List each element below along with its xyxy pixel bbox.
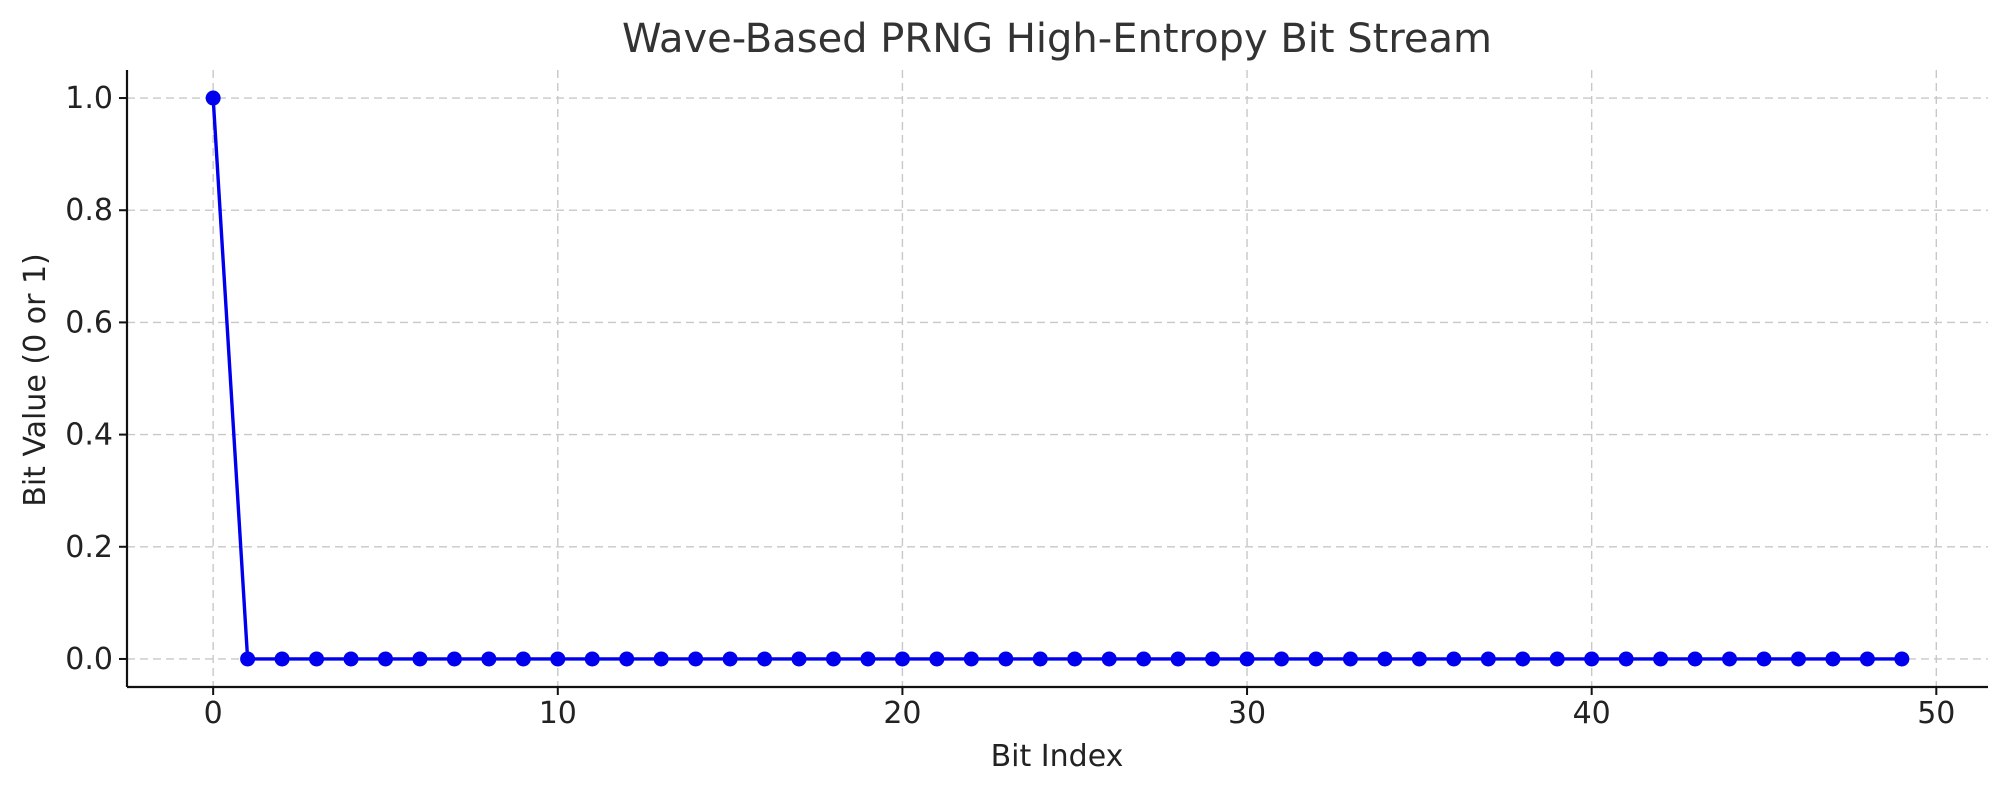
x-tick-label: 50 bbox=[1917, 696, 1955, 731]
y-tick-label: 0.0 bbox=[65, 642, 113, 677]
data-point bbox=[240, 651, 256, 667]
data-point bbox=[1515, 651, 1531, 667]
data-point bbox=[1205, 651, 1221, 667]
data-point bbox=[1687, 651, 1703, 667]
data-point bbox=[1722, 651, 1738, 667]
y-axis-label: Bit Value (0 or 1) bbox=[18, 253, 53, 506]
series-layer bbox=[205, 90, 1910, 667]
x-axis-label: Bit Index bbox=[991, 739, 1124, 774]
data-point bbox=[584, 651, 600, 667]
data-point bbox=[1825, 651, 1841, 667]
y-tick-label: 0.2 bbox=[65, 530, 113, 565]
data-point bbox=[1101, 651, 1117, 667]
x-tick-label: 30 bbox=[1228, 696, 1266, 731]
data-point bbox=[929, 651, 945, 667]
data-point bbox=[1342, 651, 1358, 667]
x-tick-label: 0 bbox=[204, 696, 223, 731]
data-point bbox=[688, 651, 704, 667]
x-tick-label: 40 bbox=[1573, 696, 1611, 731]
data-point bbox=[1411, 651, 1427, 667]
data-point bbox=[1653, 651, 1669, 667]
data-point bbox=[1894, 651, 1910, 667]
data-point bbox=[1446, 651, 1462, 667]
data-point bbox=[550, 651, 566, 667]
data-point bbox=[1308, 651, 1324, 667]
data-point bbox=[377, 651, 393, 667]
data-point bbox=[481, 651, 497, 667]
data-point bbox=[1274, 651, 1290, 667]
data-point bbox=[1239, 651, 1255, 667]
data-point bbox=[653, 651, 669, 667]
series-line bbox=[211, 97, 1902, 661]
data-point bbox=[1170, 651, 1186, 667]
data-point bbox=[825, 651, 841, 667]
x-tick-label: 10 bbox=[539, 696, 577, 731]
data-point bbox=[1480, 651, 1496, 667]
data-point bbox=[1756, 651, 1772, 667]
data-point bbox=[205, 90, 221, 106]
text-layer: Wave-Based PRNG High-Entropy Bit Stream … bbox=[18, 16, 1492, 774]
data-point bbox=[412, 651, 428, 667]
chart-title: Wave-Based PRNG High-Entropy Bit Stream bbox=[622, 16, 1492, 62]
y-tick-label: 0.6 bbox=[65, 305, 113, 340]
data-point bbox=[1032, 651, 1048, 667]
data-point bbox=[1584, 651, 1600, 667]
data-point bbox=[343, 651, 359, 667]
data-point bbox=[1549, 651, 1565, 667]
grid-layer bbox=[127, 70, 1988, 687]
data-point bbox=[1377, 651, 1393, 667]
data-point bbox=[894, 651, 910, 667]
data-point bbox=[1067, 651, 1083, 667]
y-tick-label: 0.8 bbox=[65, 193, 113, 228]
data-point bbox=[446, 651, 462, 667]
data-point bbox=[757, 651, 773, 667]
y-tick-label: 1.0 bbox=[65, 81, 113, 116]
y-tick-label: 0.4 bbox=[65, 418, 113, 453]
data-point bbox=[998, 651, 1014, 667]
data-point bbox=[791, 651, 807, 667]
data-point bbox=[309, 651, 325, 667]
data-point bbox=[860, 651, 876, 667]
x-tick-label: 20 bbox=[883, 696, 921, 731]
data-point bbox=[1790, 651, 1806, 667]
data-point bbox=[1618, 651, 1634, 667]
data-point bbox=[619, 651, 635, 667]
data-point bbox=[1859, 651, 1875, 667]
axes-layer: 0 10 20 30 40 50 0.0 0.2 0.4 0.6 0.8 1.0 bbox=[65, 70, 1988, 731]
data-point bbox=[963, 651, 979, 667]
data-point bbox=[722, 651, 738, 667]
data-point bbox=[1136, 651, 1152, 667]
data-point bbox=[274, 651, 290, 667]
data-point bbox=[515, 651, 531, 667]
